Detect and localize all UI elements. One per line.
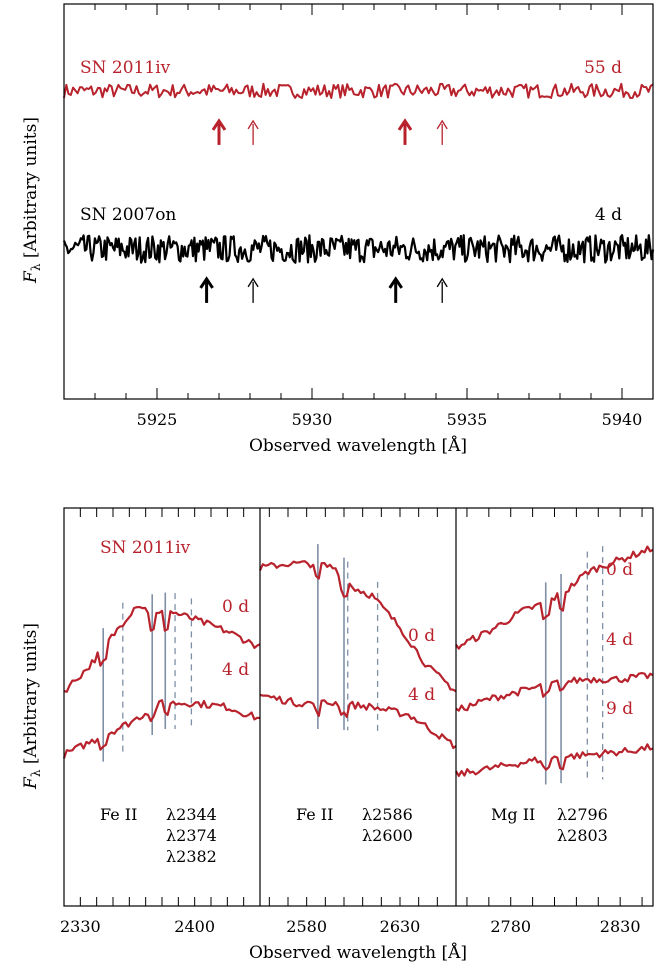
bottom-plot-area [62,544,654,785]
spectrum-line-panel2-4d [259,693,457,750]
line-marker-arrow-sn2011iv-1 [247,119,259,145]
subpanel-2-wavelength-1: λ2586 [362,805,413,824]
spectrum-line-panel3-4d [455,672,654,712]
line-marker-arrow-sn2007on-3 [436,277,448,303]
subpanel-3-wavelength-1: λ2796 [557,805,608,824]
spectrum-line-sn2007on [62,234,655,264]
bottom-axes-frame [63,507,654,907]
top-x-ticks: 5925 5930 5935 5940 [63,4,654,429]
bottom-y-axis-unit: [Arbitrary units] [21,623,41,770]
bottom-panel: 2330 2400 2580 2630 2780 2830 SN 2011iv 0 d 4… [21,507,654,963]
subpanel-1-ion-label: Fe II [100,805,137,824]
line-marker-arrow-sn2007on-1 [247,277,259,303]
subpanel-2-ion-label: Fe II [296,805,333,824]
subpanel-2-epoch-4d: 4 d [408,685,435,705]
bottom-x-tick-label: 2780 [490,917,531,936]
bottom-y-axis-subscript: λ [29,769,43,777]
top-x-axis-label: Observed wavelength [Å] [249,435,467,456]
top-panel: 5925 5930 5935 5940 SN 2011iv 55 d SN 2007o… [21,3,655,456]
subpanel-2-wavelength-2: λ2600 [362,826,413,845]
bottom-x-tick-label: 2580 [286,917,327,936]
subpanel-3-ion-label: Mg II [491,805,535,824]
top-plot-area [62,82,655,303]
bottom-x-axis-label: Observed wavelength [Å] [249,942,467,963]
bottom-title-sn2011iv: SN 2011iv [100,538,191,558]
line-marker-arrow-sn2007on-0 [199,276,214,303]
bottom-x-tick-label: 2330 [60,917,101,936]
subpanel-1-wavelength-3: λ2382 [166,847,217,866]
line-marker-arrow-sn2011iv-0 [211,118,227,145]
bottom-x-tick-label: 2630 [380,917,421,936]
line-marker-arrow-sn2011iv-2 [397,118,413,145]
bottom-y-axis-symbol: F [21,776,41,790]
top-y-axis-symbol: F [21,270,41,284]
top-x-tick-label: 5930 [292,410,333,429]
subpanel-3-epoch-0d: 0 d [606,560,633,580]
top-series-epoch-sn2011iv: 55 d [584,58,622,78]
subpanel-3-wavelength-2: λ2803 [557,826,608,845]
top-x-tick-label: 5935 [447,410,488,429]
subpanel-3-epoch-9d: 9 d [606,699,633,719]
top-x-tick-label: 5925 [137,410,178,429]
spectrum-line-sn2011iv [63,82,654,99]
subpanel-1-epoch-0d: 0 d [222,597,249,617]
subpanel-3-epoch-4d: 4 d [606,630,633,650]
bottom-x-ticks: 2330 2400 2580 2630 2780 2830 [60,508,643,936]
top-x-tick-label: 5940 [602,410,643,429]
top-axes-frame [63,3,654,400]
top-y-axis-subscript: λ [29,263,43,271]
bottom-y-axis-label: Fλ [Arbitrary units] [21,623,43,790]
subpanel-2-epoch-0d: 0 d [408,626,435,646]
bottom-x-tick-label: 2830 [600,917,641,936]
spectrum-line-panel3-9d [455,743,654,777]
top-series-epoch-sn2007on: 4 d [595,205,622,225]
top-y-axis-unit: [Arbitrary units] [21,117,41,264]
spectrum-line-panel1-0d [63,605,261,693]
top-series-name-sn2007on: SN 2007on [80,205,176,225]
top-series-name-sn2011iv: SN 2011iv [80,58,171,78]
spectrum-line-panel2-0d [259,560,457,693]
line-marker-arrow-sn2007on-2 [388,276,403,303]
line-marker-arrow-sn2011iv-3 [436,119,448,145]
spectrum-line-panel3-0d [455,545,654,650]
bottom-x-tick-label: 2400 [174,917,215,936]
spectrum-line-panel1-4d [62,699,261,759]
subpanel-1-epoch-4d: 4 d [222,660,249,680]
top-y-axis-label: Fλ [Arbitrary units] [21,117,43,284]
subpanel-1-wavelength-2: λ2374 [166,826,217,845]
subpanel-1-wavelength-1: λ2344 [166,805,217,824]
